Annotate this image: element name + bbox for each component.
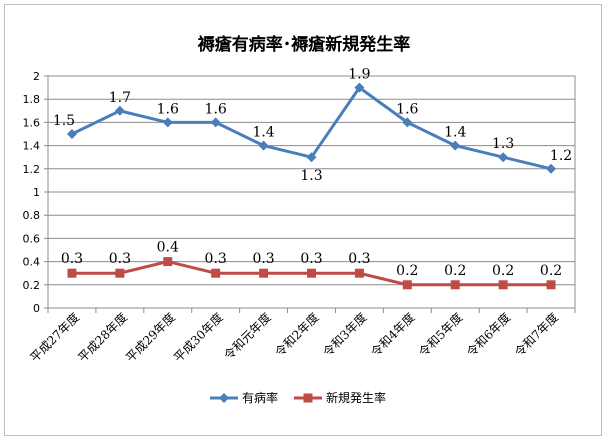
data-point xyxy=(354,82,365,93)
x-tick-label: 令和6年度 xyxy=(463,310,513,360)
x-tick-label: 令和4年度 xyxy=(367,310,417,360)
data-point xyxy=(258,140,269,151)
data-label: 0.3 xyxy=(61,251,83,267)
data-label: 0.3 xyxy=(109,251,131,267)
data-label: 1.4 xyxy=(252,125,274,141)
data-point xyxy=(67,268,77,278)
y-tick-label: 0.2 xyxy=(23,279,41,292)
y-tick-label: 1.2 xyxy=(23,163,41,176)
y-tick-label: 0 xyxy=(33,302,40,315)
y-tick-label: 1.6 xyxy=(23,116,41,129)
x-tick-label: 平成29年度 xyxy=(123,310,178,365)
y-tick-label: 2 xyxy=(33,70,40,83)
data-label: 1.3 xyxy=(492,136,514,152)
data-point xyxy=(546,280,556,290)
data-point xyxy=(259,268,269,278)
x-tick-label: 平成30年度 xyxy=(170,310,225,365)
data-label: 1.4 xyxy=(444,125,466,141)
data-point xyxy=(450,140,461,151)
data-label: 1.6 xyxy=(205,101,227,117)
data-point xyxy=(402,280,412,290)
y-tick-label: 1.8 xyxy=(23,93,41,106)
legend-label: 有病率 xyxy=(242,390,278,405)
x-tick-label: 平成27年度 xyxy=(27,310,82,365)
x-tick-label: 平成28年度 xyxy=(75,310,130,365)
y-tick-label: 0.4 xyxy=(23,256,41,269)
plot-area xyxy=(47,75,576,309)
data-point xyxy=(210,117,221,128)
data-label: 1.2 xyxy=(550,148,572,164)
legend-marker xyxy=(303,393,313,403)
x-tick-label: 令和5年度 xyxy=(415,310,465,360)
data-label: 1.6 xyxy=(396,101,418,117)
data-label: 1.7 xyxy=(109,90,131,106)
data-point xyxy=(163,257,173,267)
data-point xyxy=(115,268,125,278)
data-point xyxy=(354,268,364,278)
x-tick-label: 令和元年度 xyxy=(221,310,274,363)
data-point xyxy=(211,268,221,278)
y-tick-label: 1.4 xyxy=(23,140,41,153)
data-label: 1.3 xyxy=(300,168,322,184)
x-tick-label: 令和3年度 xyxy=(320,310,370,360)
data-label: 0.2 xyxy=(540,263,562,279)
legend-marker xyxy=(219,393,229,403)
data-point xyxy=(402,117,413,128)
data-label: 1.9 xyxy=(348,67,370,83)
data-label: 0.3 xyxy=(252,251,274,267)
data-label: 0.2 xyxy=(444,263,466,279)
data-label: 0.4 xyxy=(157,240,179,256)
data-label: 1.5 xyxy=(53,113,75,129)
data-label: 1.6 xyxy=(157,101,179,117)
x-tick-label: 令和7年度 xyxy=(511,310,561,360)
data-point xyxy=(546,163,557,174)
y-tick-label: 1 xyxy=(33,186,40,199)
chart-title: 褥瘡有病率･褥瘡新規発生率 xyxy=(197,35,411,55)
data-label: 0.2 xyxy=(396,263,418,279)
data-point xyxy=(498,152,509,163)
data-point xyxy=(114,105,125,116)
data-point xyxy=(66,129,77,139)
data-point xyxy=(162,117,173,128)
x-tick-label: 令和2年度 xyxy=(272,310,322,360)
y-tick-label: 0.6 xyxy=(23,232,41,245)
data-point xyxy=(307,268,316,278)
data-label: 0.3 xyxy=(300,251,322,267)
data-label: 0.3 xyxy=(205,251,227,267)
y-tick-label: 0.8 xyxy=(23,209,41,222)
data-point xyxy=(306,152,317,163)
data-label: 0.3 xyxy=(348,251,370,267)
data-point xyxy=(450,280,460,290)
data-label: 0.2 xyxy=(492,263,514,279)
data-point xyxy=(498,280,508,290)
legend-label: 新規発生率 xyxy=(326,390,386,405)
